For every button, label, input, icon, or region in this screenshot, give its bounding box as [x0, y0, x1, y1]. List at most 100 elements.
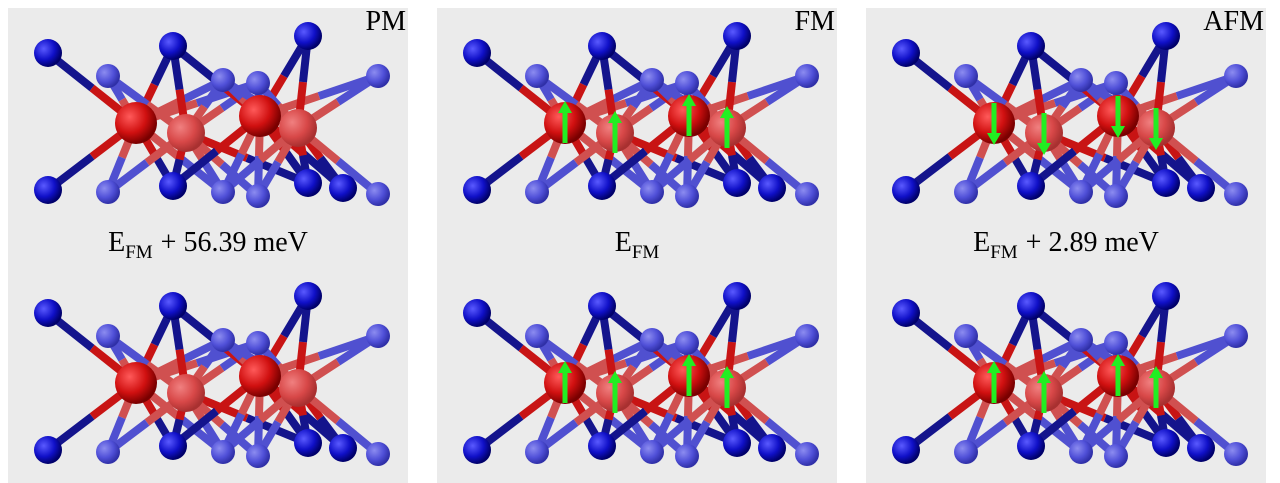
- atom: [892, 176, 920, 204]
- energy-symbol: E: [108, 227, 125, 258]
- atom: [892, 299, 920, 327]
- atom: [366, 64, 390, 88]
- atom: [588, 292, 616, 320]
- atom: [246, 184, 270, 208]
- atom: [1224, 324, 1248, 348]
- atom: [211, 440, 235, 464]
- atom: [211, 328, 235, 352]
- atom: [463, 436, 491, 464]
- atom: [115, 362, 157, 404]
- atom: [723, 429, 751, 457]
- energy-subscript: FM: [990, 242, 1018, 263]
- atom: [1187, 174, 1215, 202]
- atom: [1224, 442, 1248, 466]
- atom: [640, 440, 664, 464]
- atom: [96, 440, 120, 464]
- atom: [588, 172, 616, 200]
- atom: [159, 172, 187, 200]
- energy-offset: + 2.89 meV: [1026, 227, 1159, 258]
- atom: [96, 64, 120, 88]
- atom: [246, 331, 270, 355]
- atom: [723, 169, 751, 197]
- figure: PMEFM+ 56.39 meVFMEFMAFMEFM+ 2.89 meV: [0, 0, 1280, 483]
- atom: [795, 182, 819, 206]
- atom: [954, 64, 978, 88]
- atom: [892, 436, 920, 464]
- atom: [211, 180, 235, 204]
- atom: [723, 282, 751, 310]
- atom: [34, 299, 62, 327]
- atom: [795, 442, 819, 466]
- atom: [675, 444, 699, 468]
- atom: [640, 180, 664, 204]
- atom: [1187, 434, 1215, 462]
- atom: [1104, 444, 1128, 468]
- atom: [588, 32, 616, 60]
- atom: [1017, 432, 1045, 460]
- energy-symbol: E: [615, 227, 632, 258]
- atom: [294, 169, 322, 197]
- atom: [675, 71, 699, 95]
- atom: [329, 174, 357, 202]
- atom: [96, 324, 120, 348]
- atom: [167, 374, 205, 412]
- atom: [525, 180, 549, 204]
- atom: [34, 39, 62, 67]
- atom: [366, 182, 390, 206]
- atom: [463, 39, 491, 67]
- atom: [1017, 292, 1045, 320]
- atom: [463, 299, 491, 327]
- energy-symbol: E: [973, 227, 990, 258]
- atom: [329, 434, 357, 462]
- panel-label: PM: [366, 6, 407, 37]
- atom: [1104, 331, 1128, 355]
- atom: [463, 176, 491, 204]
- atom: [294, 429, 322, 457]
- atom: [34, 436, 62, 464]
- atom: [954, 180, 978, 204]
- atom: [211, 68, 235, 92]
- energy-subscript: FM: [632, 242, 660, 263]
- atom: [366, 442, 390, 466]
- atom: [1152, 22, 1180, 50]
- atom: [167, 114, 205, 152]
- atom: [675, 184, 699, 208]
- atom: [1017, 172, 1045, 200]
- atom: [1069, 440, 1093, 464]
- atom: [1224, 64, 1248, 88]
- atom: [34, 176, 62, 204]
- panel-label: AFM: [1203, 6, 1264, 37]
- atom: [723, 22, 751, 50]
- atom: [892, 39, 920, 67]
- atom: [246, 71, 270, 95]
- atom: [96, 180, 120, 204]
- atom: [640, 328, 664, 352]
- energy-subscript: FM: [125, 242, 153, 263]
- atom: [1069, 328, 1093, 352]
- atom: [525, 324, 549, 348]
- atom: [758, 174, 786, 202]
- atom: [239, 355, 281, 397]
- atom: [1152, 429, 1180, 457]
- atom: [954, 440, 978, 464]
- panel: AFM EFM + 2.89 meV: [866, 6, 1266, 483]
- atom: [159, 292, 187, 320]
- panel-label: FM: [795, 6, 836, 37]
- atom: [294, 22, 322, 50]
- atom: [239, 95, 281, 137]
- atom: [1069, 180, 1093, 204]
- atom: [675, 331, 699, 355]
- atom: [1224, 182, 1248, 206]
- atom: [159, 432, 187, 460]
- atom: [1017, 32, 1045, 60]
- atom: [525, 440, 549, 464]
- atom: [294, 282, 322, 310]
- atom: [1152, 282, 1180, 310]
- energy-offset: + 56.39 meV: [161, 227, 308, 258]
- atom: [588, 432, 616, 460]
- atom: [1069, 68, 1093, 92]
- atom: [279, 369, 317, 407]
- atom: [525, 64, 549, 88]
- atom: [159, 32, 187, 60]
- atom: [758, 434, 786, 462]
